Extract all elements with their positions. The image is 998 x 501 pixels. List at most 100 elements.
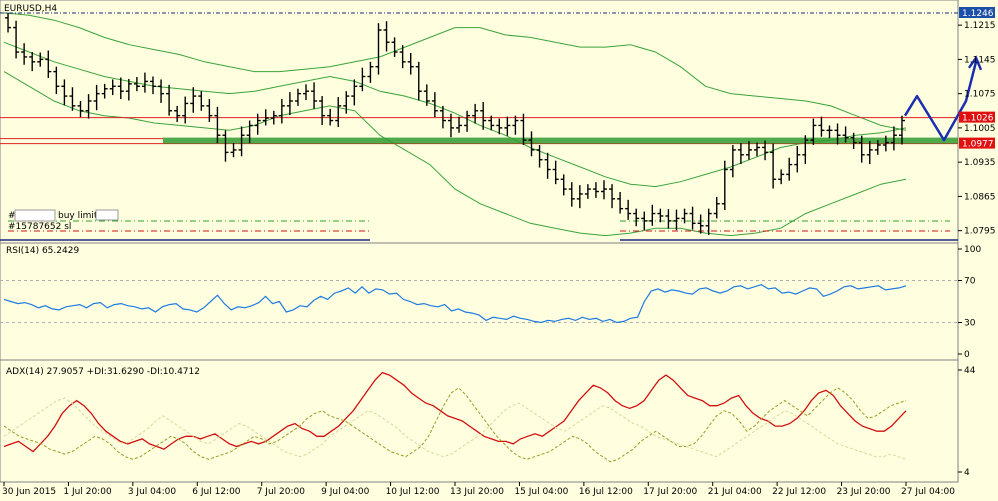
price-tag-current-bg — [959, 7, 995, 18]
time-label: 10 Jul 12:00 — [386, 487, 440, 497]
ohlc-bar — [125, 78, 132, 101]
ohlc-bar — [480, 101, 487, 130]
ohlc-bar — [447, 113, 454, 138]
price-bars — [5, 12, 905, 236]
price-tag-support-bg — [959, 137, 995, 149]
ohlc-bar — [592, 182, 599, 198]
ohlc-bar — [737, 143, 744, 165]
ohlc-bar — [278, 99, 285, 124]
ohlc-bar — [13, 20, 20, 59]
price-tag-resistance-bg — [959, 111, 995, 123]
ohlc-bar — [544, 152, 551, 179]
ohlc-bar — [689, 206, 696, 230]
ohlc-bar — [254, 113, 261, 135]
ohlc-bar — [230, 143, 237, 158]
ohlc-bar — [109, 79, 116, 96]
time-label: 21 Jul 04:00 — [708, 487, 762, 497]
ohlc-bar — [262, 109, 269, 126]
time-label: 1 Jul 20:00 — [63, 487, 112, 497]
ohlc-bar — [190, 87, 197, 113]
ohlc-bar — [391, 37, 398, 57]
forecast-arrowhead — [967, 55, 983, 71]
ohlc-bar — [625, 199, 632, 220]
ohlc-bar — [520, 113, 527, 146]
ohlc-bar — [874, 140, 881, 155]
ohlc-bar — [37, 52, 44, 67]
time-label: 6 Jul 12:00 — [192, 487, 241, 497]
adx-tick-label: 4 — [964, 468, 970, 478]
symbol-title: EURUSD,H4 — [4, 4, 57, 14]
price-tick-label: 1.1005 — [964, 124, 996, 134]
ohlc-bar — [528, 131, 535, 157]
ohlc-bar — [45, 50, 52, 78]
ohlc-bar — [238, 126, 245, 157]
ohlc-bar — [351, 79, 358, 106]
ohlc-bar — [182, 96, 189, 124]
ohlc-bar — [745, 141, 752, 160]
time-label: 22 Jul 12:00 — [772, 487, 826, 497]
price-tick-label: 1.0795 — [964, 227, 996, 237]
ohlc-bar — [882, 135, 889, 152]
price-tag-support: 1.0977 — [962, 140, 994, 150]
ohlc-bar — [713, 196, 720, 219]
ohlc-bar — [536, 145, 543, 168]
ohlc-bar — [294, 88, 301, 106]
ohlc-bar — [407, 53, 414, 75]
ohlc-bar — [600, 180, 607, 200]
order-hash: # — [8, 211, 16, 221]
ohlc-bar — [866, 141, 873, 165]
price-panel-frame — [0, 0, 959, 244]
order-id-masked — [14, 209, 56, 222]
time-label: 13 Jul 20:00 — [450, 487, 504, 497]
ohlc-bar — [149, 76, 156, 95]
ohlc-bar — [609, 184, 616, 209]
ohlc-bar — [359, 67, 366, 92]
time-label: 7 Jul 20:00 — [257, 487, 306, 497]
ohlc-bar — [5, 12, 12, 33]
time-label: 9 Jul 04:00 — [321, 487, 370, 497]
ohlc-bar — [754, 142, 761, 157]
rsi-panel-frame — [0, 242, 959, 361]
price-tag-current: 1.1246 — [962, 9, 994, 19]
time-label: 27 Jul 04:00 — [901, 487, 955, 497]
ohlc-bar — [383, 21, 390, 52]
ohlc-bar — [681, 208, 688, 224]
ohlc-bar — [729, 145, 736, 178]
ohlc-bar — [399, 45, 406, 69]
ohlc-bar — [850, 132, 857, 149]
ohlc-bar — [174, 105, 181, 123]
ohlc-bar — [93, 84, 100, 111]
ohlc-bar — [222, 130, 229, 162]
ohlc-bar — [303, 84, 310, 100]
ohlc-bar — [335, 97, 342, 127]
price-tick-label: 1.1145 — [964, 55, 996, 65]
ohlc-bar — [423, 84, 430, 106]
bollinger-upper-band — [3, 12, 907, 131]
price-axis: 1.1215 1.1145 1.1075 1.1005 1.0935 1.0865 1.07… — [958, 7, 996, 237]
adx-tick-label: 44 — [964, 366, 976, 376]
ohlc-bar — [794, 146, 801, 173]
ohlc-bar — [568, 182, 575, 207]
ohlc-bar — [649, 204, 656, 226]
ohlc-bar — [29, 52, 36, 72]
price-tick-label: 1.1075 — [964, 90, 996, 100]
forecast-arrow — [903, 55, 983, 142]
price-tick-label: 1.0935 — [964, 158, 996, 168]
price-tick-label: 1.1215 — [964, 21, 996, 31]
ohlc-bar — [133, 77, 140, 92]
adx-panel-frame — [0, 359, 959, 483]
ohlc-bar — [504, 116, 511, 136]
ohlc-bar — [456, 116, 463, 133]
ohlc-bar — [311, 82, 318, 109]
ohlc-bar — [472, 103, 479, 124]
ohlc-bar — [898, 115, 905, 145]
ohlc-bar — [818, 116, 825, 137]
price-tick-label: 1.0865 — [964, 192, 996, 202]
adx-panel: 444 — [3, 366, 976, 478]
rsi-tick-label: 0 — [964, 350, 970, 360]
time-axis: 30 Jun 2015 1 Jul 20:00 3 Jul 04:00 6 Jul 1… — [2, 482, 955, 497]
support-zone — [163, 137, 958, 144]
ohlc-bar — [367, 61, 374, 83]
ohlc-bar — [721, 160, 728, 211]
